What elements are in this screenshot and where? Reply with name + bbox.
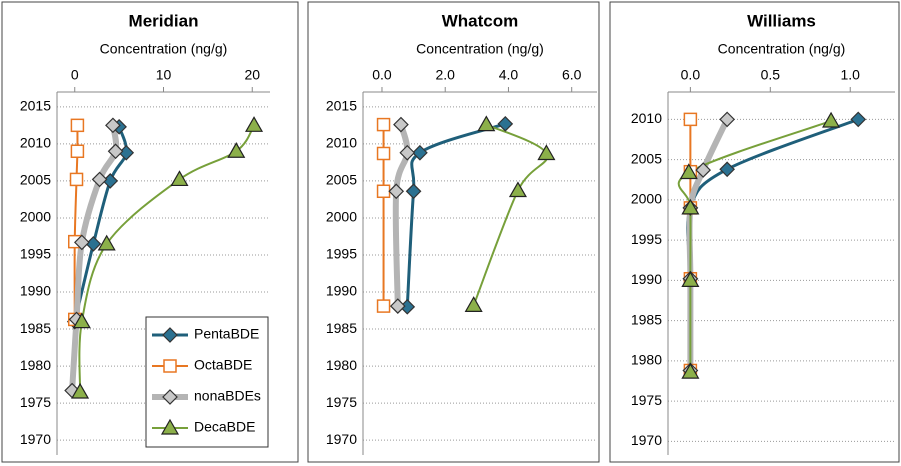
y-tick-label: 2000: [631, 191, 662, 207]
marker: [91, 171, 108, 188]
marker: [72, 312, 91, 329]
x-tick-label: 1.0: [841, 67, 861, 83]
y-tick-label: 1995: [326, 246, 357, 262]
marker: [376, 117, 391, 132]
x-tick-label: 4.0: [499, 67, 519, 83]
legend-marker: [162, 389, 178, 405]
marker: [681, 362, 700, 379]
y-tick-label: 1990: [631, 271, 662, 287]
y-tick-label: 1975: [326, 394, 357, 410]
marker: [683, 112, 698, 127]
legend-marker: [160, 418, 180, 435]
y-tick-label: 1980: [20, 357, 51, 373]
marker: [850, 111, 867, 128]
y-tick-label: 1990: [326, 283, 357, 299]
x-axis-label: Concentration (ng/g): [100, 41, 228, 57]
marker: [70, 118, 85, 133]
marker: [822, 111, 841, 128]
x-tick-label: 0.5: [761, 67, 781, 83]
legend-label: nonaBDEs: [194, 388, 261, 404]
y-tick-label: 2015: [20, 98, 51, 114]
panel-title: Meridian: [129, 11, 199, 30]
y-tick-label: 1970: [20, 431, 51, 447]
y-tick-label: 1985: [20, 320, 51, 336]
marker: [71, 382, 90, 399]
marker: [389, 298, 406, 314]
marker: [695, 162, 712, 178]
y-tick-label: 2010: [631, 110, 662, 126]
marker: [388, 183, 405, 200]
panel-frame: [307, 1, 600, 463]
marker: [508, 181, 527, 198]
x-tick-label: 0.0: [681, 67, 701, 83]
legend-label: PentaBDE: [194, 326, 259, 342]
marker: [107, 143, 124, 160]
marker: [170, 170, 189, 187]
y-tick-label: 1990: [20, 283, 51, 299]
marker: [679, 163, 698, 180]
panel-frame: [609, 1, 900, 463]
y-tick-label: 2010: [326, 135, 357, 151]
marker: [376, 299, 391, 313]
marker: [497, 116, 514, 132]
x-tick-label: 2.0: [435, 67, 455, 83]
x-tick-label: 6.0: [562, 67, 582, 83]
marker: [477, 115, 496, 132]
y-tick-label: 1980: [631, 352, 662, 368]
y-tick-label: 1995: [20, 246, 51, 262]
y-tick-label: 1975: [20, 394, 51, 410]
y-tick-label: 1970: [631, 432, 662, 448]
x-axis-label: Concentration (ng/g): [416, 41, 544, 57]
x-tick-label: 0: [71, 67, 79, 83]
x-tick-label: 0.0: [372, 67, 392, 83]
panel-title: Williams: [747, 11, 816, 30]
marker: [70, 144, 85, 159]
y-tick-label: 2000: [20, 209, 51, 225]
marker: [681, 271, 700, 287]
y-tick-label: 1975: [631, 392, 662, 408]
y-tick-label: 2000: [326, 209, 357, 225]
y-tick-label: 2005: [20, 172, 51, 188]
y-tick-label: 2005: [326, 172, 357, 188]
marker: [405, 183, 422, 200]
y-tick-label: 1970: [326, 431, 357, 447]
x-tick-label: 10: [156, 67, 172, 83]
x-tick-label: 20: [244, 67, 260, 83]
y-tick-label: 1985: [326, 320, 357, 336]
y-tick-label: 1985: [631, 311, 662, 327]
marker: [227, 142, 246, 158]
series-line: [405, 122, 507, 309]
marker: [719, 161, 735, 178]
marker: [244, 116, 264, 132]
marker: [69, 172, 84, 187]
marker: [105, 117, 121, 134]
marker: [74, 234, 90, 251]
marker: [97, 234, 116, 251]
y-tick-label: 1995: [631, 231, 662, 247]
y-tick-label: 2015: [326, 98, 357, 114]
panel-title: Whatcom: [442, 11, 519, 30]
marker: [376, 184, 391, 199]
y-tick-label: 2010: [20, 135, 51, 151]
series-line: [392, 121, 411, 310]
marker: [376, 146, 391, 161]
legend-marker: [162, 327, 178, 343]
legend-label: DecaBDE: [194, 419, 255, 435]
x-axis-label: Concentration (ng/g): [718, 41, 846, 57]
legend-label: OctaBDE: [194, 357, 252, 373]
marker: [537, 144, 556, 161]
series-line: [472, 123, 549, 307]
marker: [464, 296, 483, 312]
marker: [681, 198, 700, 215]
marker: [399, 144, 416, 161]
marker: [719, 111, 735, 128]
y-tick-label: 1980: [326, 357, 357, 373]
y-tick-label: 2005: [631, 150, 662, 166]
legend-marker: [163, 359, 177, 373]
marker: [412, 144, 428, 161]
marker: [393, 116, 409, 133]
